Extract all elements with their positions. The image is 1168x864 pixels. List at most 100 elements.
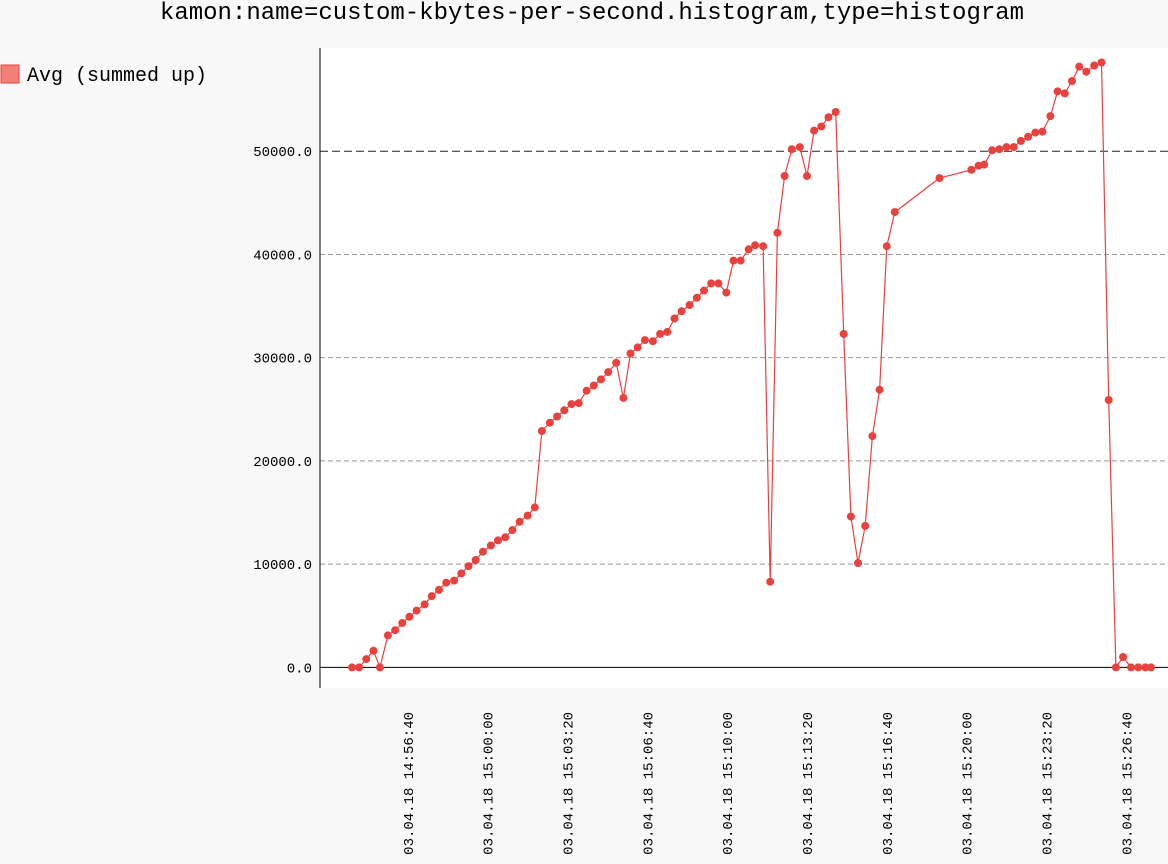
data-point <box>773 228 782 237</box>
data-point <box>1002 143 1011 152</box>
data-point <box>1119 653 1128 661</box>
data-point <box>486 541 495 550</box>
data-point <box>530 503 539 512</box>
data-point <box>995 145 1004 154</box>
data-point <box>780 172 789 180</box>
x-tick-label: 03.04.18 15:23:20 <box>1040 712 1056 855</box>
data-point <box>1060 89 1069 98</box>
chart-title: kamon:name=custom-kbytes-per-second.hist… <box>160 0 1024 27</box>
data-point <box>427 592 436 601</box>
data-point <box>1075 62 1084 71</box>
data-point <box>890 208 899 217</box>
data-point <box>412 606 421 615</box>
data-point <box>722 288 731 297</box>
data-point <box>567 400 576 409</box>
x-tick-label: 03.04.18 15:13:20 <box>801 712 817 855</box>
grid-lines <box>320 150 1168 565</box>
data-point <box>1031 128 1040 137</box>
data-point <box>1147 663 1155 672</box>
y-tick-label: 20000.0 <box>253 455 312 471</box>
data-point <box>560 406 569 415</box>
legend[interactable]: Avg (summed up) <box>0 64 207 88</box>
data-point <box>369 646 378 655</box>
x-tick-label: 03.04.18 15:20:00 <box>961 712 977 855</box>
data-point <box>626 349 635 358</box>
data-point <box>854 559 862 568</box>
y-axis-ticks: 0.0 10000.0 20000.0 30000.0 40000.0 50000.0 <box>253 145 312 677</box>
data-point <box>604 368 613 377</box>
data-point <box>420 600 429 609</box>
data-point <box>875 385 884 394</box>
data-point <box>471 556 480 564</box>
data-point <box>553 412 562 421</box>
data-point <box>810 126 819 135</box>
x-tick-label: 03.04.18 15:26:40 <box>1120 712 1136 855</box>
y-tick-label: 30000.0 <box>253 352 312 368</box>
data-point <box>980 160 989 169</box>
y-tick-label: 50000.0 <box>253 145 312 161</box>
y-tick-label: 40000.0 <box>253 248 312 264</box>
data-point <box>1111 663 1120 672</box>
data-point <box>545 418 554 427</box>
data-point <box>508 526 517 535</box>
data-point <box>839 329 848 338</box>
data-point <box>736 256 745 265</box>
x-tick-label: 03.04.18 15:10:00 <box>721 712 737 855</box>
data-point <box>355 663 364 672</box>
data-point <box>398 619 407 627</box>
data-point <box>685 301 694 309</box>
data-point <box>744 245 753 254</box>
data-point <box>1090 61 1099 70</box>
data-point <box>988 146 997 155</box>
data-point <box>714 279 723 288</box>
data-point <box>537 427 546 435</box>
data-point <box>670 314 679 323</box>
data-point <box>612 358 621 367</box>
x-tick-label: 03.04.18 14:56:40 <box>402 712 418 855</box>
data-point <box>457 569 466 578</box>
data-point <box>935 174 944 183</box>
data-point <box>824 113 833 122</box>
data-point <box>751 241 760 250</box>
x-tick-label: 03.04.18 15:06:40 <box>641 712 657 855</box>
data-point <box>405 612 414 621</box>
x-axis-ticks: 03.04.18 14:56:40 03.04.18 15:00:00 03.04.… <box>402 712 1136 855</box>
data-point <box>442 578 451 587</box>
y-tick-label: 0.0 <box>287 661 312 677</box>
data-point <box>1046 112 1055 121</box>
data-point <box>383 631 392 640</box>
x-tick-label: 03.04.18 15:03:20 <box>561 712 577 855</box>
data-point <box>707 279 716 288</box>
data-point <box>846 512 855 521</box>
axes <box>319 48 1168 688</box>
data-point <box>1024 132 1033 141</box>
data-point <box>348 663 356 672</box>
x-tick-label: 03.04.18 15:16:40 <box>881 712 897 855</box>
data-point <box>589 381 598 390</box>
data-point <box>1038 127 1047 136</box>
data-point <box>1082 67 1091 76</box>
data-point <box>523 511 532 520</box>
data-point <box>478 547 487 556</box>
data-point <box>633 343 642 352</box>
data-point <box>574 399 583 408</box>
data-point <box>1141 663 1150 672</box>
data-point <box>817 122 826 131</box>
data-point <box>619 393 628 402</box>
data-point <box>450 576 459 585</box>
data-point <box>1097 58 1106 67</box>
data-point <box>868 432 877 441</box>
data-point <box>1053 87 1062 96</box>
data-point <box>759 242 768 251</box>
x-tick-label: 03.04.18 15:00:00 <box>482 712 498 855</box>
data-point <box>861 521 870 530</box>
data-point <box>677 307 686 316</box>
data-point <box>803 172 811 180</box>
data-point <box>882 242 891 251</box>
data-point <box>597 375 605 384</box>
data-point <box>656 329 665 338</box>
data-point <box>729 256 738 265</box>
data-point <box>795 143 804 152</box>
data-point <box>464 562 473 571</box>
